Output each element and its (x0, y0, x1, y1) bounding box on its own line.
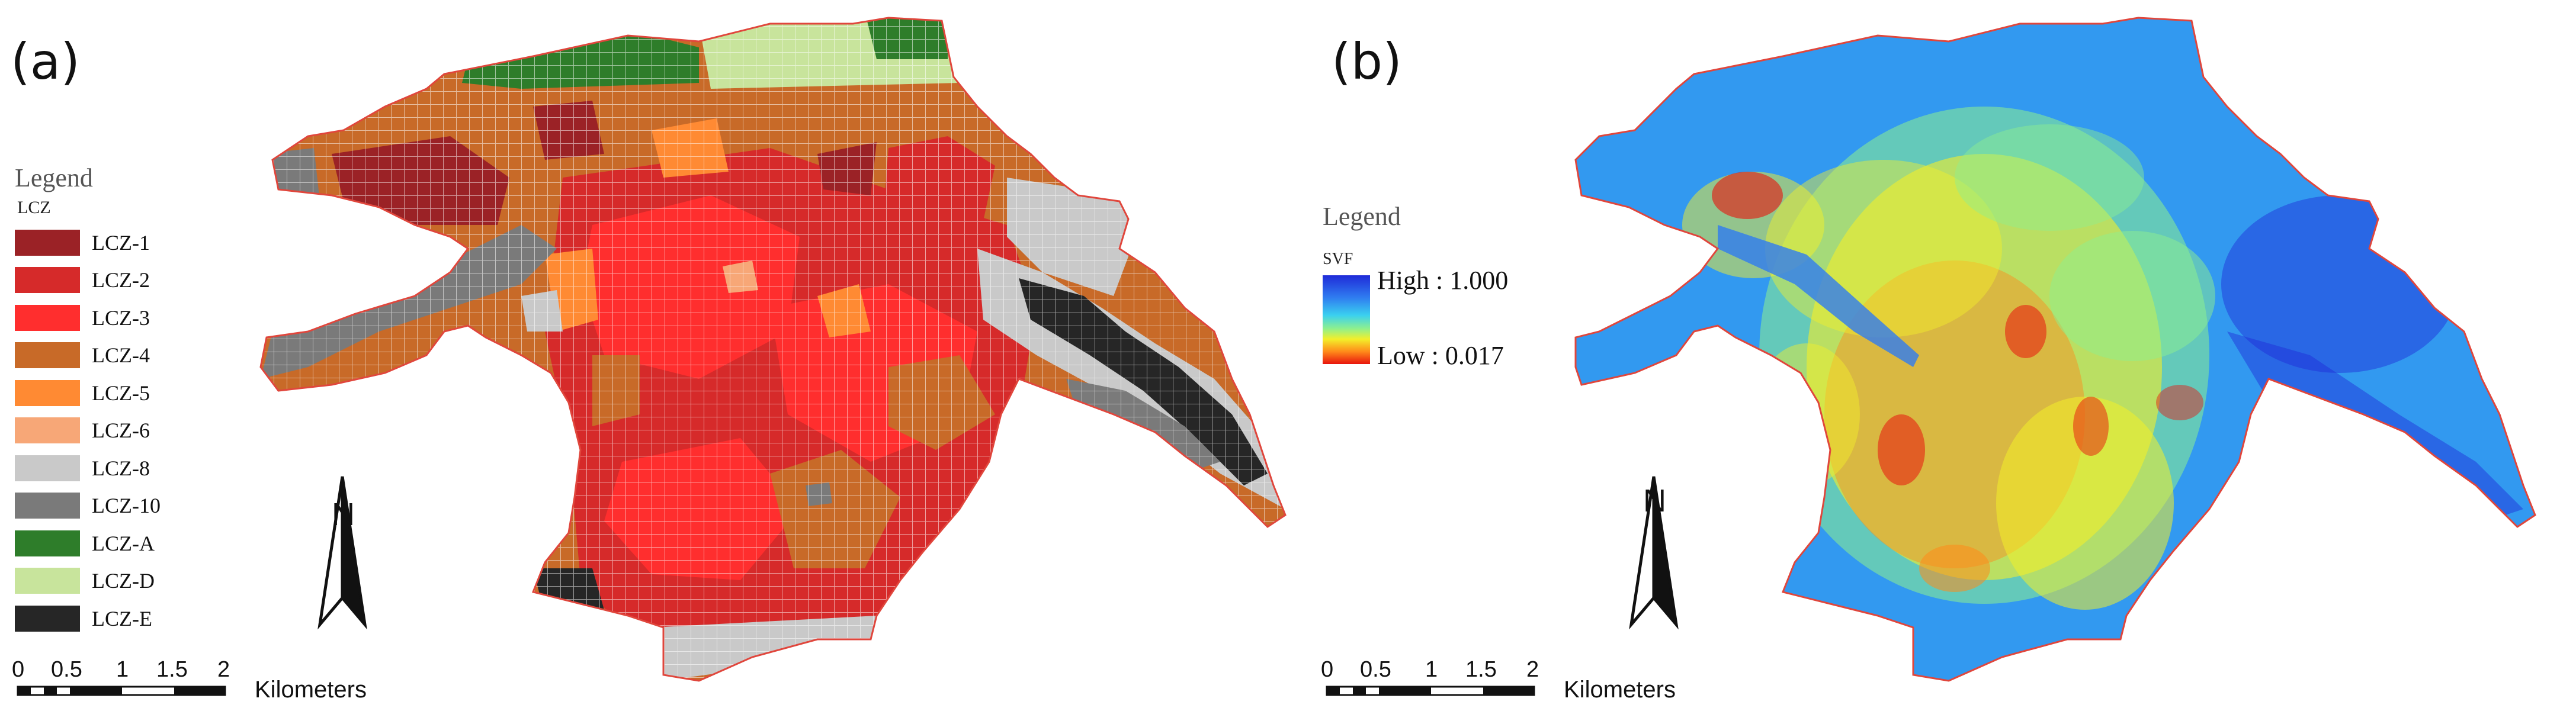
legend-swatch (15, 379, 80, 406)
legend-swatch (15, 342, 80, 369)
legend-swatch (15, 530, 80, 556)
legend-swatch (15, 229, 80, 256)
scale-unit-label: Kilometers (255, 677, 367, 703)
legend-field-name: SVF (1323, 250, 1353, 268)
legend-label: LCZ-3 (92, 305, 150, 330)
legend-item: LCZ-8 (15, 449, 161, 487)
svf-legend: Legend (1323, 201, 1401, 231)
legend-item: LCZ-1 (15, 224, 161, 262)
legend-item: LCZ-5 (15, 374, 161, 412)
legend-title: Legend (1323, 202, 1401, 231)
scale-tick-label: 2 (1526, 657, 1539, 682)
legend-item: LCZ-6 (15, 412, 161, 450)
lcz-legend: Legend LCZ LCZ-1 LCZ-2 LCZ-3 LCZ-4 LCZ-5 LCZ-… (15, 163, 161, 638)
legend-label: LCZ-2 (92, 268, 150, 292)
legend-swatch (15, 493, 80, 519)
legend-swatch (15, 568, 80, 594)
scale-tick-label: 1.5 (156, 657, 188, 682)
legend-swatch (15, 455, 80, 481)
north-label: N (1643, 483, 1666, 519)
svf-low-label: Low : 0.017 (1377, 341, 1504, 370)
svf-high-label: High : 1.000 (1377, 266, 1509, 295)
north-arrow-icon (1629, 476, 1679, 630)
lcz-map (261, 18, 1285, 681)
legend-swatch (15, 267, 80, 294)
svf-color-ramp (1323, 275, 1370, 364)
svf-map (1576, 18, 2535, 681)
legend-label: LCZ-5 (92, 381, 150, 405)
north-label: N (332, 497, 355, 532)
legend-item: LCZ-10 (15, 487, 161, 525)
legend-label: LCZ-6 (92, 419, 150, 443)
legend-label: LCZ-4 (92, 343, 150, 368)
legend-item: LCZ-A (15, 525, 161, 562)
panel-label-a: (a) (11, 33, 81, 91)
legend-item: LCZ-2 (15, 262, 161, 300)
scale-tick-label: 1 (116, 657, 129, 682)
legend-label: LCZ-D (92, 569, 155, 593)
legend-label: LCZ-A (92, 531, 155, 555)
legend-label: LCZ-1 (92, 230, 150, 255)
panel-label-b: (b) (1332, 33, 1402, 91)
legend-swatch (15, 417, 80, 444)
legend-swatch (15, 605, 80, 632)
scale-tick-label: 2 (217, 657, 230, 682)
svf-map-outline (1574, 17, 2536, 682)
scale-tick-label: 0 (12, 657, 25, 682)
scale-tick-label: 1.5 (1465, 657, 1497, 682)
scale-tick-label: 0.5 (1360, 657, 1391, 682)
scale-tick-label: 0 (1321, 657, 1334, 682)
legend-swatch (15, 304, 80, 331)
north-arrow-icon (317, 476, 367, 630)
legend-label: LCZ-10 (92, 494, 161, 518)
legend-item: LCZ-E (15, 600, 161, 638)
legend-field-name: LCZ (17, 198, 51, 217)
legend-item: LCZ-D (15, 562, 161, 600)
legend-item: LCZ-3 (15, 299, 161, 337)
scale-bar-graphic (17, 686, 226, 696)
scale-bar-graphic (1326, 686, 1535, 696)
scale-tick-label: 0.5 (51, 657, 82, 682)
legend-title: Legend (15, 163, 93, 192)
legend-label: LCZ-8 (92, 456, 150, 480)
legend-label: LCZ-E (92, 606, 152, 630)
scale-tick-label: 1 (1425, 657, 1438, 682)
lcz-map-outline (259, 17, 1287, 682)
scale-unit-label: Kilometers (1564, 677, 1676, 703)
legend-item: LCZ-4 (15, 337, 161, 375)
